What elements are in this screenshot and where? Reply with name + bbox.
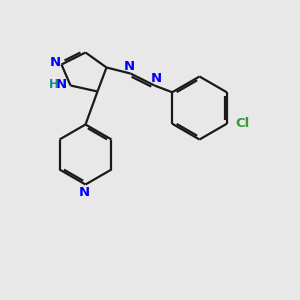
Text: N: N (49, 56, 61, 69)
Text: H: H (49, 77, 59, 91)
Text: N: N (78, 185, 90, 199)
Text: N: N (150, 72, 162, 86)
Text: N: N (123, 60, 135, 74)
Text: N: N (55, 77, 67, 91)
Text: Cl: Cl (235, 117, 249, 130)
